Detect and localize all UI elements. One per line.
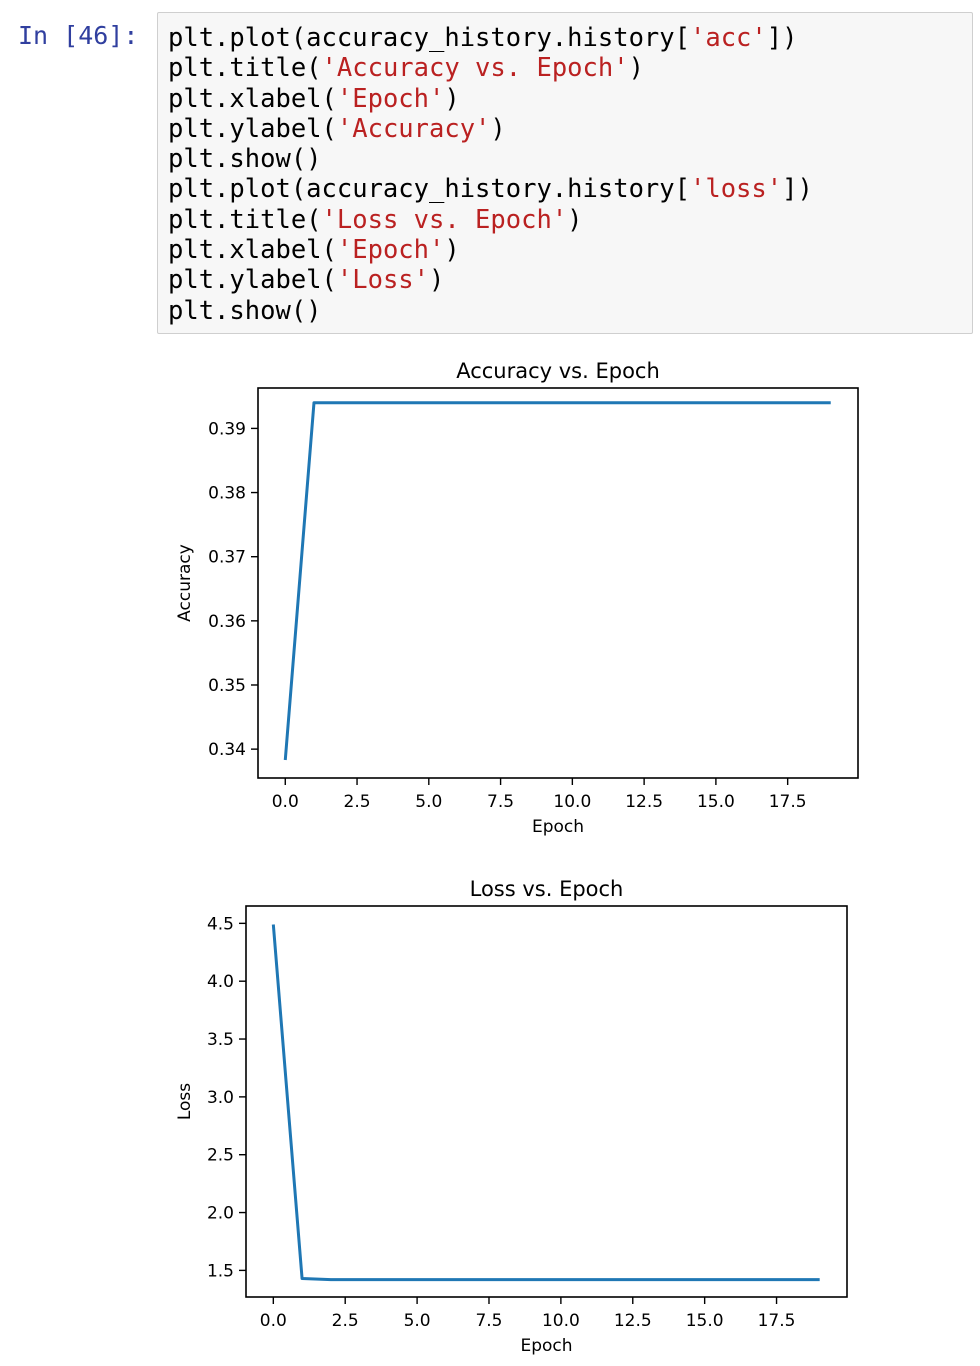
x-tick-label: 0.0: [272, 792, 299, 812]
code-string: 'Accuracy vs. Epoch': [321, 53, 629, 84]
x-axis-label: Epoch: [532, 817, 584, 837]
code-line: plt.xlabel('Epoch'): [168, 235, 962, 265]
code-line: plt.plot(accuracy_history.history['loss'…: [168, 174, 962, 204]
code-text: plt.show(): [168, 295, 322, 326]
x-tick-label: 2.5: [344, 792, 371, 812]
y-tick-label: 4.0: [207, 972, 234, 992]
code-line: plt.ylabel('Loss'): [168, 265, 962, 295]
y-tick-label: 2.5: [207, 1146, 234, 1166]
code-cell-editor[interactable]: plt.plot(accuracy_history.history['acc']…: [157, 12, 973, 334]
code-text: ]): [782, 174, 813, 205]
x-tick-label: 5.0: [415, 792, 442, 812]
accuracy-plot-output: Accuracy vs. Epoch 0.0 2.5 5.0 7.5 10.0 12.5 15…: [168, 350, 868, 840]
x-tick-label: 17.5: [769, 792, 807, 812]
code-text: ): [444, 235, 460, 266]
x-tick-label: 10.0: [542, 1311, 580, 1331]
chart-title: Loss vs. Epoch: [470, 877, 624, 901]
x-tick-label: 2.5: [332, 1311, 359, 1331]
code-string: 'acc': [689, 23, 767, 53]
x-tick-label: 0.0: [260, 1311, 287, 1331]
code-text: plt.plot(accuracy_history.history[: [168, 23, 690, 53]
y-tick-label: 2.0: [207, 1204, 234, 1224]
code-string: 'Loss': [336, 265, 430, 296]
accuracy-plot: Accuracy vs. Epoch 0.0 2.5 5.0 7.5 10.0 12.5 15…: [175, 359, 859, 837]
code-text: ): [429, 265, 445, 296]
y-tick-label: 0.39: [208, 419, 246, 439]
code-text: ]): [766, 23, 798, 53]
y-tick-label: 0.36: [208, 612, 246, 632]
code-line: plt.show(): [168, 144, 962, 174]
code-string: 'Epoch': [336, 235, 445, 266]
plot-frame: [257, 387, 859, 779]
x-tick-label: 5.0: [404, 1311, 431, 1331]
code-lines: plt.plot(accuracy_history.history['acc']…: [168, 23, 962, 326]
code-line: plt.plot(accuracy_history.history['acc']…: [168, 23, 962, 53]
code-line: plt.title('Loss vs. Epoch'): [168, 205, 962, 235]
cell-prompt: In [46]:: [18, 21, 139, 50]
y-tick-label: 3.5: [207, 1030, 234, 1050]
x-tick-label: 12.5: [614, 1311, 652, 1331]
code-text: plt.plot(accuracy_history.history[: [168, 174, 690, 205]
loss-plot: Loss vs. Epoch 0.0 2.5 5.0 7.5 10.0 12.5 15.0 17…: [175, 877, 848, 1356]
code-string: 'loss': [689, 174, 783, 205]
y-tick-label: 0.37: [208, 548, 246, 568]
code-line: plt.ylabel('Accuracy'): [168, 114, 962, 144]
code-line: plt.show(): [168, 296, 962, 326]
code-text: plt.xlabel(: [168, 235, 337, 266]
code-string: 'Loss vs. Epoch': [321, 204, 568, 235]
series-line: [283, 401, 831, 761]
x-tick-label: 10.0: [553, 792, 591, 812]
code-text: plt.ylabel(: [168, 113, 337, 144]
code-string: 'Epoch': [336, 83, 445, 114]
x-tick-label: 7.5: [487, 792, 514, 812]
x-tick-label: 17.5: [758, 1311, 796, 1331]
loss-plot-output: Loss vs. Epoch 0.0 2.5 5.0 7.5 10.0 12.5 15.0 17…: [168, 868, 868, 1358]
code-text: ): [444, 83, 460, 114]
y-tick-label: 0.34: [208, 740, 246, 760]
code-text: ): [628, 53, 644, 84]
plot-frame: [245, 905, 848, 1298]
chart-title: Accuracy vs. Epoch: [456, 359, 660, 383]
code-text: plt.show(): [168, 144, 322, 175]
code-text: plt.title(: [168, 53, 322, 84]
y-axis-label: Loss: [175, 1083, 195, 1120]
y-tick-label: 0.35: [208, 676, 246, 696]
x-axis-label: Epoch: [520, 1336, 572, 1356]
y-tick-label: 4.5: [207, 914, 234, 934]
y-tick-label: 3.0: [207, 1088, 234, 1108]
x-tick-label: 15.0: [697, 792, 735, 812]
x-tick-label: 7.5: [475, 1311, 502, 1331]
x-tick-label: 15.0: [686, 1311, 724, 1331]
y-axis-label: Accuracy: [175, 544, 195, 622]
code-string: 'Accuracy': [336, 113, 491, 144]
x-tick-label: 12.5: [625, 792, 663, 812]
code-text: plt.ylabel(: [168, 265, 337, 296]
code-text: ): [490, 113, 506, 144]
code-text: ): [567, 204, 583, 235]
code-text: plt.title(: [168, 204, 322, 235]
code-line: plt.xlabel('Epoch'): [168, 84, 962, 114]
y-tick-label: 0.38: [208, 484, 246, 504]
code-line: plt.title('Accuracy vs. Epoch'): [168, 53, 962, 83]
y-tick-label: 1.5: [207, 1261, 234, 1281]
series-line: [271, 924, 820, 1282]
code-text: plt.xlabel(: [168, 83, 337, 114]
